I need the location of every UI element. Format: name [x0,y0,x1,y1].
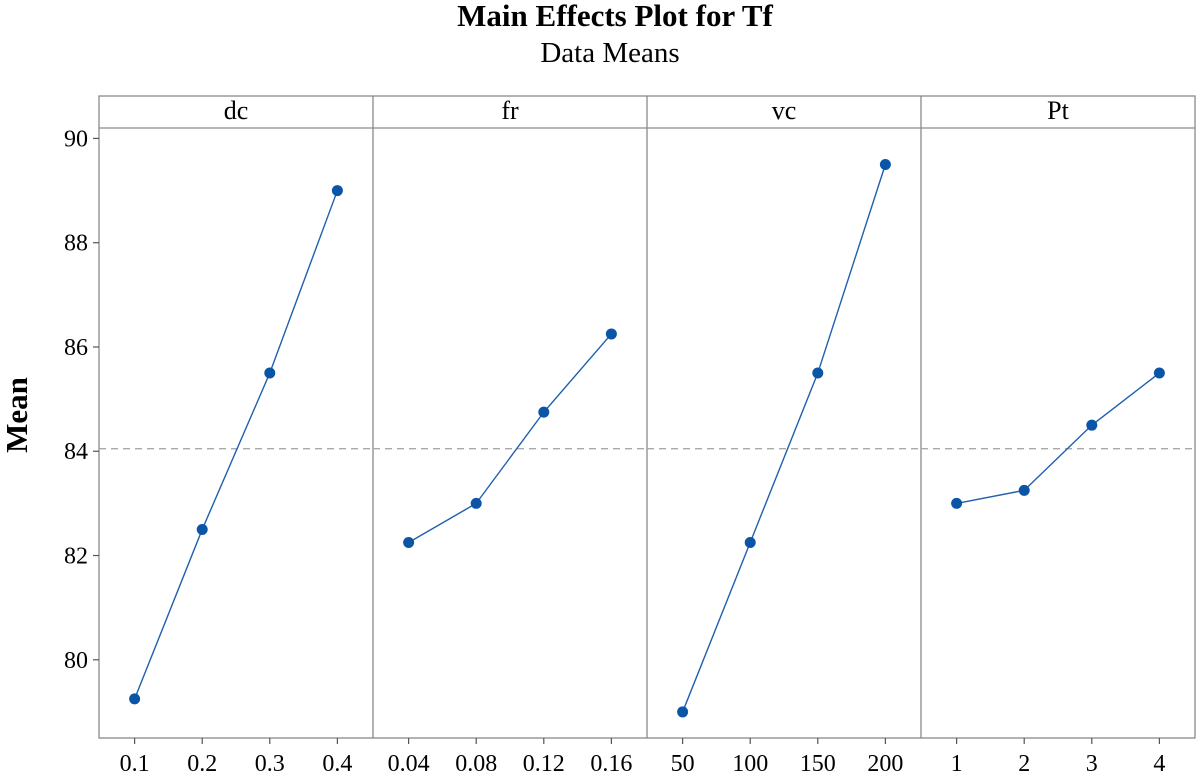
series-line-vc [681,164,887,713]
data-point-Pt [951,497,963,509]
x-tick-label: 150 [800,751,836,777]
panel-strip-label-fr: fr [501,96,519,125]
data-point-fr [605,328,617,340]
y-axis-label: Mean [0,377,34,453]
x-tick-label: 0.16 [590,751,632,777]
x-tick-label: 0.4 [322,751,352,777]
x-tick-label: 1 [951,751,963,777]
x-tick-label: 0.08 [455,751,497,777]
x-tick-label: 0.3 [255,751,285,777]
y-tick-label: 88 [64,231,88,257]
data-point-dc [129,693,141,705]
x-tick-label: 0.12 [523,751,565,777]
data-point-Pt [1153,367,1165,379]
x-tick-label: 0.1 [120,751,150,777]
x-tick-label: 3 [1086,751,1098,777]
data-point-vc [744,536,756,548]
data-point-Pt [1018,484,1030,496]
data-point-dc [331,185,343,197]
x-tick-label: 2 [1018,751,1030,777]
data-point-fr [403,536,415,548]
x-tick-label: 0.2 [187,751,217,777]
panel-strip-label-vc: vc [772,96,797,125]
plot-area: 80 82 84 86 88 90 dc 0.1 0.2 0.3 0.4 fr 0.04 0.08 0.12… [64,95,1196,777]
x-tick-label: 0.04 [388,751,430,777]
series-line-dc [133,190,339,700]
panel-strip-label-Pt: Pt [1047,96,1069,125]
data-point-vc [812,367,824,379]
chart-title: Main Effects Plot for Tf [457,0,773,33]
y-tick-label: 82 [64,544,88,570]
y-tick-label: 86 [64,335,88,361]
data-point-fr [538,406,550,418]
series-line-Pt [956,372,1160,505]
series-line-fr [408,333,612,544]
x-tick-label: 50 [671,751,695,777]
chart-subtitle: Data Means [540,37,679,69]
data-point-dc [264,367,276,379]
data-point-fr [470,497,482,509]
x-tick-label: 200 [867,751,903,777]
x-tick-label: 100 [732,751,768,777]
x-tick-label: 4 [1153,751,1165,777]
panel-strip-label-dc: dc [224,96,249,125]
y-tick-label: 90 [64,126,88,152]
y-tick-label: 80 [64,648,88,674]
data-point-dc [196,523,208,535]
y-tick-label: 84 [64,439,88,465]
data-point-vc [677,706,689,718]
data-point-Pt [1086,419,1098,431]
data-point-vc [879,158,891,170]
